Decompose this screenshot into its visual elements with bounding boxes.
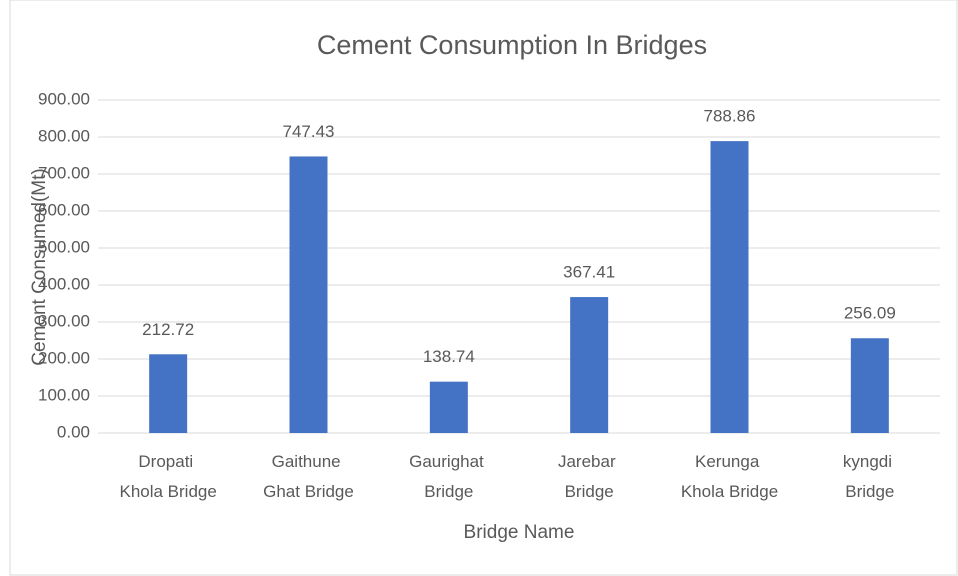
chart-title: Cement Consumption In Bridges: [317, 30, 707, 60]
x-tick-label: Jarebar Bridge: [558, 452, 620, 501]
data-label: 138.74: [423, 347, 475, 366]
bar: [570, 297, 609, 433]
y-tick-label: 0.00: [57, 422, 90, 441]
bar: [289, 156, 328, 433]
x-tick-label: kyngdi Bridge: [843, 452, 897, 501]
data-label: 747.43: [283, 122, 335, 141]
x-axis-label: Bridge Name: [464, 522, 575, 543]
y-tick-label: 800.00: [38, 126, 90, 145]
data-label: 367.41: [563, 263, 615, 282]
x-tick-label: Gaurighat Bridge: [409, 452, 488, 501]
y-tick-label: 700.00: [38, 163, 90, 182]
bar: [429, 381, 468, 433]
x-tick-label: Gaithune Ghat Bridge: [263, 452, 354, 501]
bar: [710, 141, 749, 433]
data-label: 788.86: [704, 107, 756, 126]
bar: [850, 338, 889, 433]
y-tick-label: 500.00: [38, 237, 90, 256]
x-tick-label: Dropati Khola Bridge: [119, 452, 216, 501]
y-tick-label: 100.00: [38, 385, 90, 404]
y-tick-label: 400.00: [38, 274, 90, 293]
y-axis-label: Cement Consumed(Mt): [29, 168, 50, 365]
data-label: 256.09: [844, 304, 896, 323]
y-tick-label: 900.00: [38, 89, 90, 108]
y-tick-label: 300.00: [38, 311, 90, 330]
x-tick-label: Kerunga Khola Bridge: [681, 452, 778, 501]
chart-border: [9, 0, 958, 576]
bar: [149, 354, 188, 433]
y-tick-label: 600.00: [38, 200, 90, 219]
y-tick-label: 200.00: [38, 348, 90, 367]
data-label: 212.72: [142, 320, 194, 339]
